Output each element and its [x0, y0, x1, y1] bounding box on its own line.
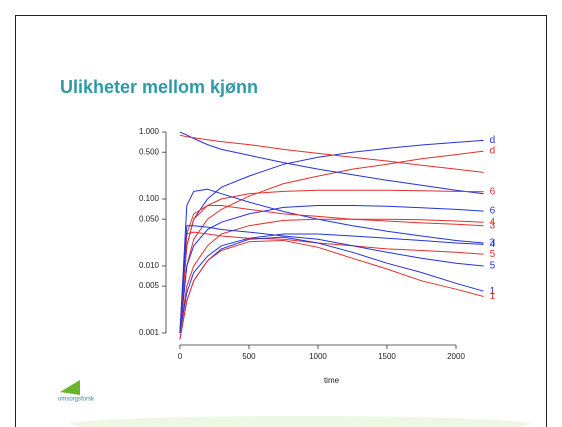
series-label: 6	[490, 206, 496, 217]
series-label: 4	[490, 217, 496, 228]
y-tick-label: 0.010	[139, 261, 160, 270]
series-line	[179, 233, 484, 333]
series-line	[179, 218, 484, 333]
series-label: 3	[490, 220, 496, 231]
y-tick-label: 0.500	[139, 147, 160, 156]
x-tick-label: 1000	[309, 352, 327, 361]
series-line	[179, 150, 484, 333]
x-tick-label: 0	[178, 352, 183, 361]
series-label: d	[490, 146, 496, 157]
series-label: d	[490, 135, 496, 146]
y-tick-label: 0.001	[139, 328, 160, 337]
series-label: 1	[490, 291, 496, 302]
y-tick-label: 1.000	[139, 127, 160, 136]
plot: 1.000 0.500 0.100 0.050 0.010 0.005 0.001 0 500 1…	[139, 127, 496, 385]
slide-title: Ulikheter mellom kjønn	[60, 77, 258, 97]
series-label: 3	[490, 238, 496, 249]
series-label: 5	[490, 261, 496, 272]
logo-icon	[60, 380, 80, 395]
series-line	[179, 134, 484, 173]
x-tick-label: 1500	[378, 352, 396, 361]
x-axis-label: time	[324, 376, 340, 385]
series-line	[179, 231, 484, 333]
series-line	[179, 205, 484, 333]
x-tick-label: 2000	[447, 352, 465, 361]
y-tick-label: 0.100	[139, 194, 160, 203]
series-line	[179, 131, 484, 195]
series-line	[179, 205, 484, 333]
series-label: 6	[490, 186, 496, 197]
logo-text: omsorgsforsk	[58, 397, 95, 403]
series-line	[179, 239, 484, 340]
series-line	[179, 188, 484, 333]
y-tick-label: 0.005	[139, 281, 160, 290]
slide-frame	[15, 15, 547, 427]
y-tick-label: 0.050	[139, 214, 160, 223]
decoration	[70, 416, 530, 427]
series-label: 1	[490, 286, 496, 297]
series-label: 4	[490, 239, 496, 250]
series-label: 5	[490, 249, 496, 260]
x-tick-label: 500	[242, 352, 256, 361]
series-line	[179, 225, 484, 333]
series-line	[179, 189, 484, 333]
